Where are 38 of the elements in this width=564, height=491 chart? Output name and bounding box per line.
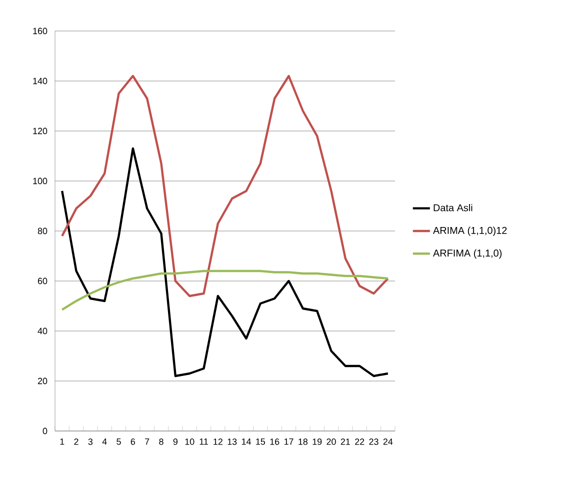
- x-tick-label: 16: [270, 438, 280, 445]
- y-tick-label: 0: [42, 428, 48, 434]
- x-tick-label: 10: [185, 438, 194, 445]
- x-tick-label: 11: [200, 438, 208, 445]
- line-series: [60, 74, 390, 298]
- x-tick-label: 17: [284, 438, 294, 445]
- x-tick-label: 5: [116, 438, 121, 445]
- x-tick-label: 19: [312, 438, 322, 445]
- y-tick-label: 140: [33, 78, 48, 84]
- y-tick-label: 20: [38, 378, 48, 384]
- legend-label: Data Asli: [434, 204, 472, 212]
- legend-label: ARFIMA (1,1,0): [433, 249, 502, 259]
- line-series: [60, 147, 390, 378]
- y-tick-label: 40: [38, 328, 48, 334]
- x-tick-label: 1: [60, 438, 64, 445]
- x-tick-label: 3: [88, 438, 93, 445]
- x-tick-label: 21: [340, 438, 350, 445]
- x-tick-label: 9: [173, 438, 178, 445]
- x-tick-label: 13: [228, 438, 237, 445]
- x-tick-label: 4: [102, 438, 107, 445]
- x-tick-label: 7: [145, 438, 150, 445]
- y-tick-label: 160: [33, 28, 48, 34]
- x-tick-label: 2: [74, 438, 78, 445]
- x-tick-label: 8: [159, 438, 164, 445]
- x-tick-label: 6: [130, 438, 136, 445]
- x-tick-label: 14: [242, 438, 251, 445]
- y-tick-label: 120: [33, 128, 48, 134]
- x-tick-label: 18: [298, 438, 308, 445]
- x-tick-label: 23: [369, 438, 378, 445]
- x-tick-label: 22: [355, 438, 364, 445]
- x-tick-label: 12: [214, 438, 222, 445]
- y-tick-label: 100: [33, 178, 48, 184]
- x-tick-label: 24: [383, 438, 393, 445]
- y-tick-label: 60: [38, 278, 48, 284]
- x-tick-label: 15: [256, 438, 266, 445]
- x-tick-label: 20: [326, 438, 336, 445]
- legend-label: ARIMA (1,1,0)12: [433, 226, 507, 236]
- y-tick-label: 80: [38, 228, 48, 234]
